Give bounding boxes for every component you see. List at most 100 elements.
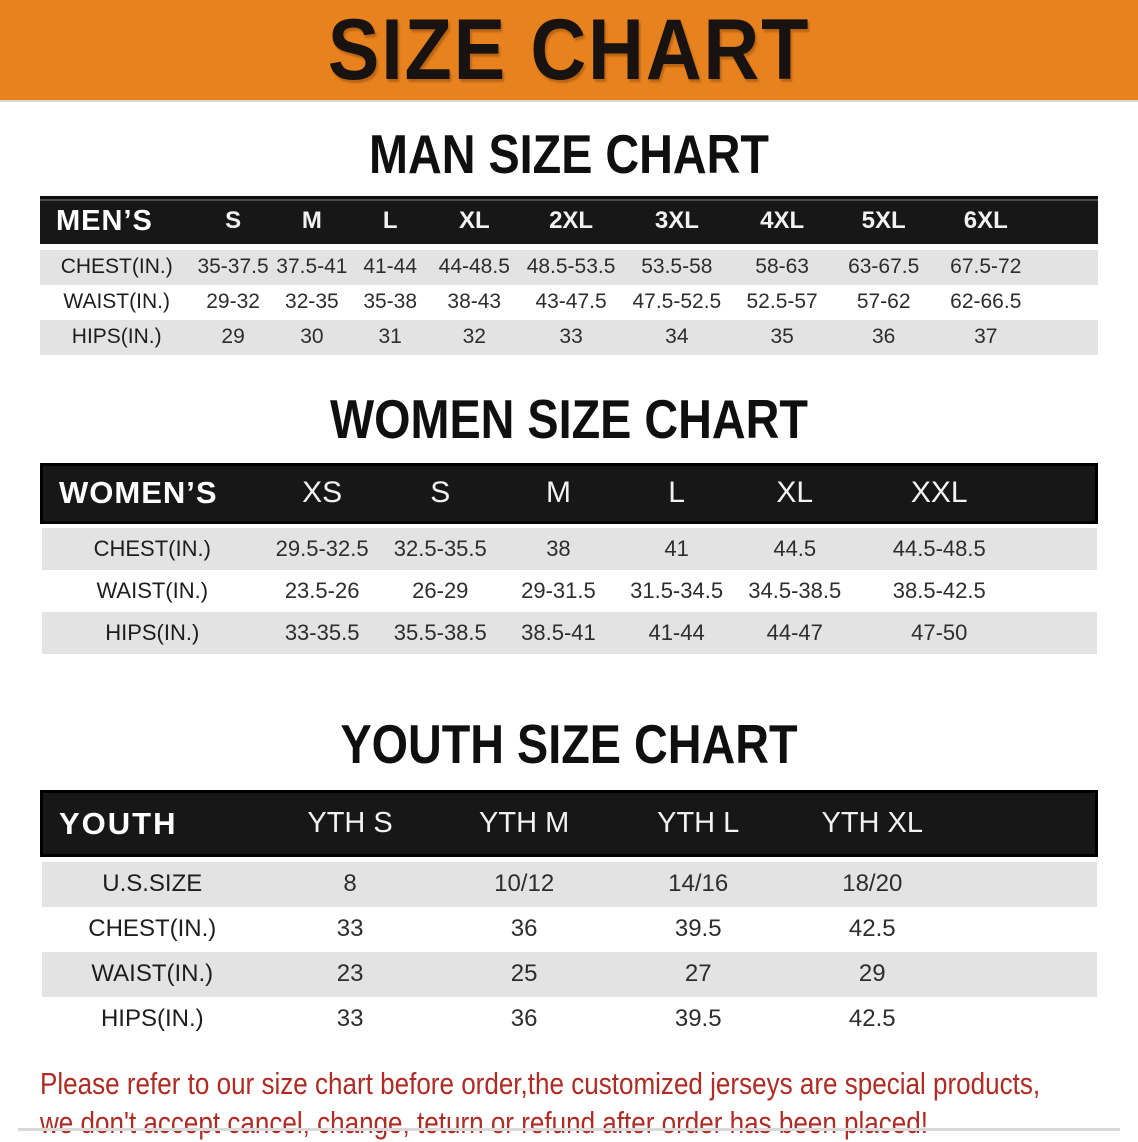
size-table-men: MEN’S S M L XL 2XL 3XL 4XL 5XL 6XL CHEST(IN.) 35-37… [40, 196, 1098, 355]
size-cell: 36 [510, 1005, 538, 1032]
size-section-men: MAN SIZE CHART MEN’S S M L XL 2XL 3XL 4XL 5XL 6XL C… [0, 126, 1138, 355]
row-filler-cell [1024, 528, 1097, 570]
column-header: YTH L [611, 790, 786, 857]
column-header: 2XL [519, 196, 623, 244]
column-header: 6XL [933, 196, 1038, 244]
table-row: HIPS(IN.) 29 30 31 32 33 34 35 36 37 [40, 319, 1098, 355]
size-cell: 63-67.5 [848, 255, 920, 278]
table-row: CHEST(IN.) 33 36 39.5 42.5 [41, 906, 1097, 952]
size-cell: 48.5-53.5 [526, 255, 616, 278]
size-cell: 33 [336, 1005, 364, 1032]
size-cell: 37.5-41 [276, 255, 348, 278]
row-filler-cell [1024, 570, 1097, 612]
size-section-women: WOMEN SIZE CHART WOMEN’S XS S M L XL XXL CHEST(I… [0, 387, 1138, 654]
size-cell: 67.5-72 [950, 255, 1022, 278]
size-section-youth: YOUTH SIZE CHART YOUTH YTH S YTH M YTH L YTH … [0, 716, 1138, 1042]
row-label: HIPS(IN.) [71, 325, 162, 348]
size-cell: 29.5-32.5 [275, 536, 369, 561]
table-row: CHEST(IN.) 29.5-32.5 32.5-35.5 38 41 44.5 44.5… [41, 528, 1097, 570]
table-row: WAIST(IN.) 23.5-26 26-29 29-31.5 31.5-34.5 34… [41, 570, 1097, 612]
row-filler-cell [959, 952, 1096, 997]
size-cell: 43-47.5 [535, 290, 607, 313]
row-filler-cell [959, 862, 1096, 907]
size-cell: 36 [510, 915, 538, 942]
row-label: HIPS(IN.) [100, 1005, 204, 1032]
size-cell: 44-48.5 [438, 255, 510, 278]
table-group-label: MEN’S [40, 196, 194, 244]
size-chart-banner: SIZE CHART [0, 0, 1138, 102]
column-header: XL [429, 196, 520, 244]
table-header-row: WOMEN’S XS S M L XL XXL [40, 462, 1098, 524]
size-cell: 34 [665, 325, 689, 348]
size-cell: 32-35 [285, 290, 339, 313]
column-header: L [351, 196, 430, 244]
size-cell: 25 [510, 960, 538, 987]
table-row: WAIST(IN.) 23 25 27 29 [41, 951, 1097, 997]
header-filler-cell [959, 790, 1099, 857]
size-cell: 58-63 [755, 255, 809, 278]
disclaimer-line-1: Please refer to our size chart before or… [40, 1065, 1041, 1101]
column-header: YTH XL [785, 790, 960, 857]
size-cell: 37 [974, 325, 998, 348]
column-header: 4XL [730, 196, 834, 244]
table-group-label: WOMEN’S [40, 462, 264, 524]
column-header: XXL [853, 462, 1024, 524]
column-header: M [272, 196, 352, 244]
header-filler-cell [1037, 196, 1098, 244]
size-cell: 29 [221, 325, 245, 348]
size-cell: 26-29 [412, 578, 469, 603]
size-cell: 42.5 [848, 915, 896, 942]
section-heading-women: WOMEN SIZE CHART [330, 387, 808, 450]
table-group-label: YOUTH [40, 790, 264, 857]
size-table-youth: YOUTH YTH S YTH M YTH L YTH XL U.S.SIZE 8 10/12… [40, 790, 1099, 1042]
row-label: U.S.SIZE [102, 870, 203, 897]
table-row: HIPS(IN.) 33 36 39.5 42.5 [41, 996, 1097, 1042]
row-label: CHEST(IN.) [88, 915, 217, 942]
size-cell: 27 [684, 960, 712, 987]
size-cell: 62-66.5 [950, 290, 1022, 313]
size-cell: 32 [462, 325, 486, 348]
size-cell: 18/20 [842, 870, 903, 897]
table-header-row: YOUTH YTH S YTH M YTH L YTH XL [40, 790, 1099, 857]
disclaimer: Please refer to our size chart before or… [40, 1064, 1138, 1142]
size-cell: 39.5 [674, 1005, 722, 1032]
size-cell: 52.5-57 [746, 290, 818, 313]
size-cell: 41-44 [363, 255, 418, 278]
column-header: M [499, 462, 618, 524]
size-cell: 44.5-48.5 [892, 536, 986, 561]
section-heading-youth: YOUTH SIZE CHART [340, 713, 798, 775]
size-cell: 38.5-41 [521, 620, 596, 645]
size-cell: 32.5-35.5 [393, 536, 487, 561]
header-filler-cell [1023, 462, 1098, 524]
table-row: CHEST(IN.) 35-37.5 37.5-41 41-44 44-48.5 48.5… [40, 249, 1098, 285]
size-cell: 47.5-52.5 [632, 290, 722, 313]
size-cell: 23.5-26 [284, 578, 360, 603]
column-header: L [617, 462, 736, 524]
size-cell: 35.5-38.5 [393, 620, 487, 645]
size-cell: 8 [343, 870, 357, 897]
column-header: S [193, 196, 273, 244]
size-cell: 33 [336, 915, 364, 942]
column-header: XS [263, 462, 382, 524]
column-header: XL [735, 462, 854, 524]
size-cell: 53.5-58 [641, 255, 713, 278]
row-label: WAIST(IN.) [96, 578, 209, 603]
bottom-divider [18, 1128, 1120, 1131]
row-filler-cell [959, 907, 1096, 952]
row-filler-cell [1038, 285, 1098, 320]
size-cell: 57-62 [856, 290, 911, 313]
row-label: CHEST(IN.) [60, 255, 173, 278]
section-heading-men: MAN SIZE CHART [369, 123, 769, 185]
size-cell: 41-44 [648, 620, 705, 645]
row-filler-cell [959, 997, 1096, 1042]
size-cell: 30 [300, 325, 324, 348]
size-cell: 10/12 [494, 870, 555, 897]
size-cell: 44-47 [766, 620, 823, 645]
size-cell: 35-38 [363, 290, 418, 313]
size-cell: 35 [770, 325, 794, 348]
size-chart-sections: MAN SIZE CHART MEN’S S M L XL 2XL 3XL 4XL 5XL 6XL C… [0, 126, 1138, 1042]
column-header: S [381, 462, 500, 524]
size-table-women: WOMEN’S XS S M L XL XXL CHEST(IN.) 29.5-32.5 32.5… [40, 462, 1098, 654]
row-label: WAIST(IN.) [63, 290, 170, 313]
table-row: HIPS(IN.) 33-35.5 35.5-38.5 38.5-41 41-44 44-… [41, 612, 1097, 654]
